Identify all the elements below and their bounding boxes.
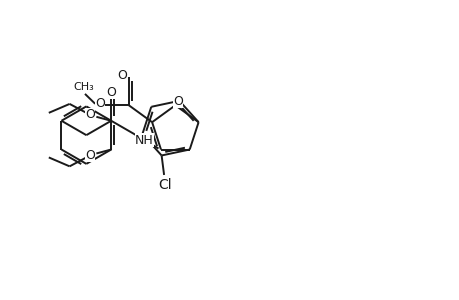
Text: O: O [95, 97, 105, 110]
Text: CH₃: CH₃ [73, 82, 94, 92]
Text: Cl: Cl [158, 178, 172, 192]
Text: O: O [106, 85, 116, 98]
Text: O: O [85, 108, 95, 121]
Text: O: O [173, 95, 183, 108]
Text: NH: NH [134, 134, 153, 147]
Text: O: O [117, 69, 127, 82]
Text: O: O [85, 149, 95, 162]
